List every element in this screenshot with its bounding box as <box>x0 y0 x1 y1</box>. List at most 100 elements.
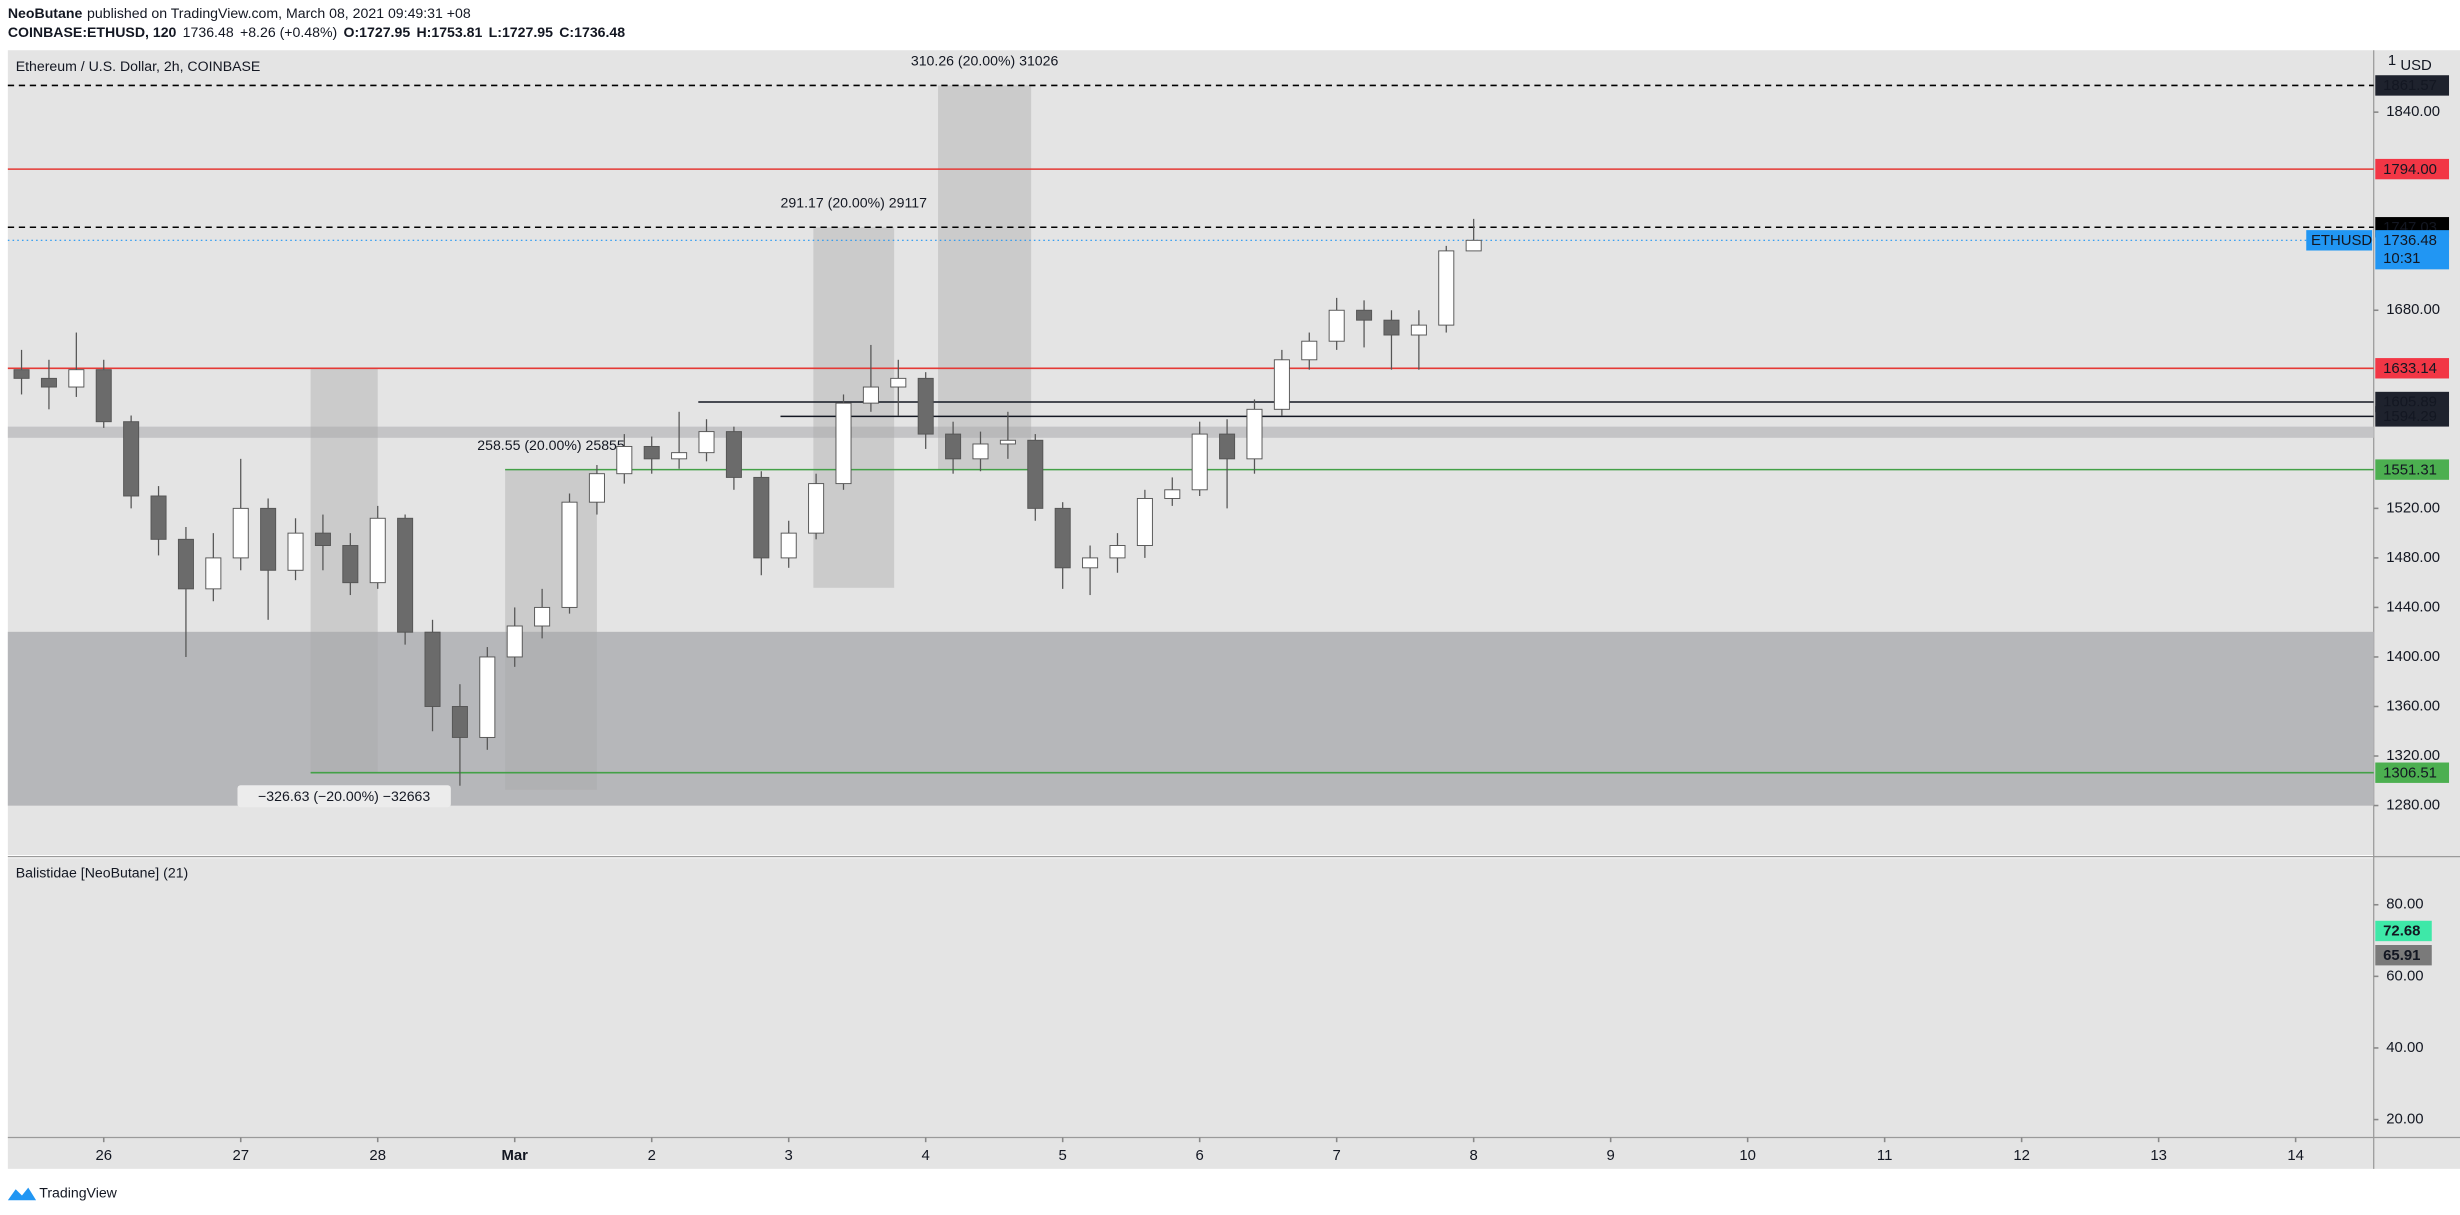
y-tick-label: 1480.00 <box>2386 550 2440 566</box>
y-tick-label: 40.00 <box>2386 1040 2423 1056</box>
symbol-line: COINBASE:ETHUSD, 120 1736.48 +8.26 (+0.48%… <box>8 24 625 40</box>
candle-body <box>972 443 989 460</box>
candle-body <box>314 532 331 546</box>
current-label-bg <box>2375 230 2450 270</box>
y-tick-label: 80.00 <box>2386 897 2423 913</box>
last-value-bg <box>2375 920 2432 942</box>
candle-body <box>753 476 770 559</box>
candle-body <box>999 439 1016 445</box>
candle-body <box>1328 309 1345 342</box>
y-tick-label: 1840.00 <box>2386 104 2440 120</box>
candle-body <box>1082 557 1099 569</box>
candle-body <box>1136 497 1153 546</box>
candle-body <box>917 377 934 435</box>
symbol-label-bg <box>2306 230 2373 251</box>
candle-body <box>95 369 112 423</box>
candle-body <box>1164 489 1181 499</box>
x-tick-label: 5 <box>1059 1148 1067 1164</box>
x-tick-label: 27 <box>232 1148 249 1164</box>
last-value-label: 72.68 <box>2383 924 2420 940</box>
measure-box <box>813 227 895 588</box>
price-label: 1794.00 <box>2383 162 2437 178</box>
price-label-bg <box>2375 158 2450 180</box>
candle-body <box>150 495 167 540</box>
candle-body <box>479 656 496 738</box>
high: H:1753.81 <box>416 24 482 40</box>
x-tick-label: 11 <box>1877 1148 1892 1164</box>
candle-body <box>40 377 57 388</box>
chart-title: Ethereum / U.S. Dollar, 2h, COINBASE <box>16 58 261 74</box>
candle-body <box>643 445 660 460</box>
candle-body <box>671 452 688 460</box>
y-tick-label: 1320.00 <box>2386 748 2440 764</box>
y-tick-label: 1280.00 <box>2386 797 2440 813</box>
candle-body <box>1301 340 1318 361</box>
candle-body <box>260 507 277 571</box>
candle-body <box>561 501 578 608</box>
price-label: 1861.57 <box>2383 78 2437 94</box>
candle-body <box>1109 545 1126 559</box>
candle-body <box>1438 250 1455 326</box>
candle-body <box>1027 439 1044 509</box>
price-label-bg <box>2375 762 2450 783</box>
x-tick-label: 28 <box>369 1148 386 1164</box>
change: +8.26 (+0.48%) <box>240 24 337 40</box>
y-tick-label: 20.00 <box>2386 1112 2423 1128</box>
measure-label: 258.55 (20.00%) 25855 <box>477 437 625 453</box>
price-label-bg <box>2375 358 2450 379</box>
indicator-title: Balistidae [NeoButane] (21) <box>16 865 189 881</box>
candle-body <box>424 631 441 707</box>
candle-body <box>890 377 907 388</box>
x-tick-label: 7 <box>1333 1148 1341 1164</box>
price-label-bg <box>2375 459 2450 480</box>
author: NeoButane <box>8 5 83 21</box>
candle-body <box>1273 359 1290 410</box>
current-price-label: 1736.48 <box>2383 233 2437 249</box>
measure-box <box>938 85 1032 470</box>
published: published on TradingView.com, March 08, … <box>87 5 471 21</box>
x-tick-label: 6 <box>1196 1148 1204 1164</box>
candle-body <box>616 445 633 475</box>
candle-body <box>534 606 551 627</box>
last-value-bg <box>2375 944 2432 966</box>
candle-body <box>698 431 715 454</box>
candle-body <box>1246 408 1263 460</box>
y-tick-label: 1680.00 <box>2386 302 2440 318</box>
price-label-bg <box>2375 406 2450 427</box>
candle-body <box>451 706 468 738</box>
countdown-label: 10:31 <box>2383 251 2420 267</box>
candle-body <box>1410 324 1427 336</box>
candle-body <box>725 431 742 478</box>
symbol: COINBASE:ETHUSD, 120 <box>8 24 177 40</box>
candle-body <box>780 532 797 559</box>
price-label: 1594.29 <box>2383 409 2437 425</box>
scale-label: 1 <box>2388 53 2396 69</box>
candle-body <box>506 625 523 658</box>
candle-body <box>177 538 194 590</box>
footer-brand: TradingView <box>39 1185 117 1201</box>
last-value-label: 65.91 <box>2383 948 2420 964</box>
x-tick-label: 3 <box>785 1148 793 1164</box>
price-label: 1551.31 <box>2383 462 2437 478</box>
y-tick-label: 1400.00 <box>2386 649 2440 665</box>
measure-label: 310.26 (20.00%) 31026 <box>911 53 1059 69</box>
candle-body <box>205 557 222 590</box>
price-label: 1306.51 <box>2383 765 2437 781</box>
x-tick-label: 26 <box>95 1148 112 1164</box>
x-tick-label: 9 <box>1607 1148 1615 1164</box>
chart-layer: −326.63 (−20.00%) −32663 258.55 (20.00%) … <box>7 53 2450 1164</box>
candle-body <box>1191 433 1208 491</box>
x-tick-label: 4 <box>922 1148 930 1164</box>
candle-body <box>13 369 30 379</box>
open: O:1727.95 <box>344 24 411 40</box>
y-tick-label: 1520.00 <box>2386 500 2440 516</box>
measure-label: 291.17 (20.00%) 29117 <box>781 194 928 210</box>
x-tick-label: 14 <box>2287 1148 2304 1164</box>
candle-body <box>342 545 359 584</box>
low: L:1727.95 <box>489 24 553 40</box>
time-axis <box>7 1137 2460 1169</box>
x-tick-label: 10 <box>1739 1148 1756 1164</box>
x-tick-label: 12 <box>2013 1148 2030 1164</box>
candle-body <box>287 532 304 571</box>
